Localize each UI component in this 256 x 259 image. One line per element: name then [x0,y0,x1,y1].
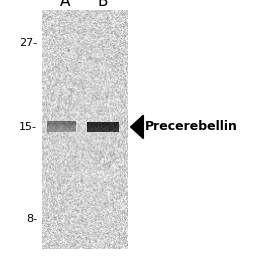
Text: Precerebellin: Precerebellin [145,120,238,133]
Text: A: A [60,0,70,9]
Text: 8-: 8- [26,214,37,224]
Text: B: B [97,0,108,9]
Text: 27-: 27- [19,38,37,48]
Text: 15-: 15- [19,122,37,132]
Polygon shape [131,115,143,139]
